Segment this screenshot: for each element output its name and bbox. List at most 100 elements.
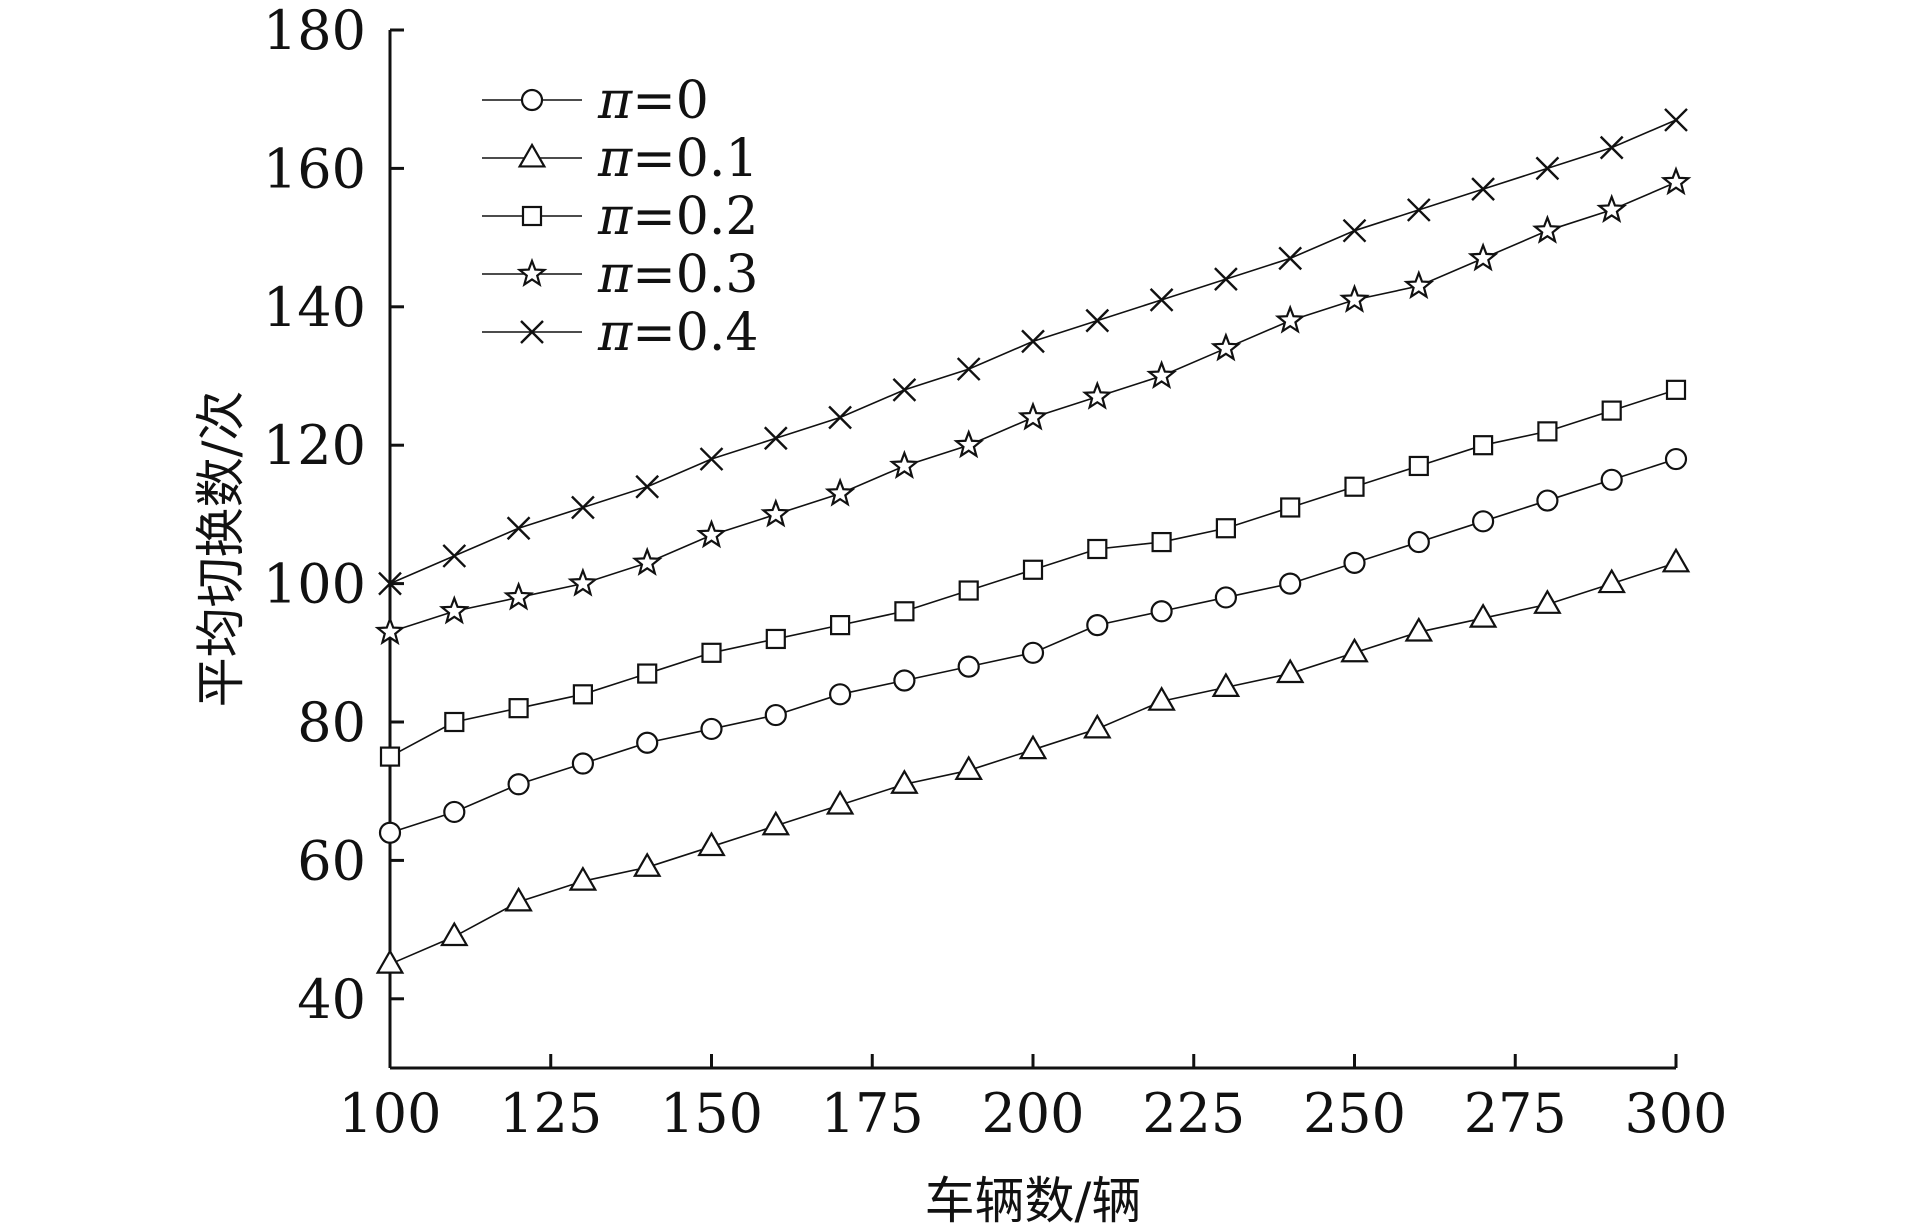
data-point: [1599, 135, 1624, 160]
data-point: [1535, 156, 1560, 181]
data-point: [1467, 242, 1499, 272]
data-point: [571, 495, 595, 520]
data-point: [760, 498, 792, 528]
legend-item: π=0: [482, 71, 709, 131]
data-point: [632, 852, 662, 877]
data-point: [1661, 547, 1691, 573]
legend-marker: [520, 88, 544, 112]
data-point: [568, 865, 598, 891]
data-point: [1660, 166, 1692, 196]
data-point: [764, 703, 787, 727]
data-point: [953, 429, 985, 459]
y-axis-ticks: 40 60 80 100 120 140 160 180: [263, 0, 404, 1031]
legend-item: π=0.3: [482, 245, 758, 305]
series-layer: [374, 108, 1692, 974]
y-tick-label: 160: [263, 137, 366, 200]
legend-label: π=0: [597, 71, 709, 131]
data-point: [378, 571, 402, 596]
data-point: [374, 615, 406, 646]
data-point: [1214, 267, 1238, 291]
data-point: [1280, 497, 1301, 518]
data-point: [825, 789, 855, 815]
data-point: [508, 698, 529, 719]
x-tick-label: 250: [1303, 1082, 1406, 1145]
data-point: [763, 426, 788, 451]
series-star: [374, 166, 1692, 646]
data-point: [1211, 672, 1241, 697]
legend-marker: [521, 205, 543, 227]
data-point: [571, 752, 595, 775]
data-point: [1021, 641, 1045, 664]
data-point: [438, 595, 470, 625]
data-point: [567, 567, 599, 597]
data-point: [1150, 600, 1173, 623]
data-point: [1536, 489, 1559, 512]
data-point: [1087, 538, 1108, 560]
data-point: [1339, 283, 1370, 313]
data-point: [1274, 304, 1306, 334]
data-point: [765, 628, 786, 650]
x-axis-ticks: 100 125 150 175 200 225 250 275 300: [338, 1054, 1728, 1145]
data-point: [696, 519, 727, 549]
data-point: [635, 474, 660, 499]
data-point: [1537, 421, 1558, 442]
data-point: [1210, 332, 1242, 362]
data-point: [1600, 468, 1623, 491]
data-point: [889, 449, 920, 479]
legend-value: =0.1: [632, 129, 758, 189]
legend-symbol: π: [597, 71, 633, 131]
data-point: [957, 655, 980, 678]
data-point: [1214, 586, 1238, 609]
data-point: [894, 601, 915, 622]
data-point: [1085, 308, 1110, 333]
legend: π=0π=0.1π=0.2π=0.3π=0.4: [482, 71, 758, 363]
data-point: [1343, 551, 1366, 574]
legend-item: π=0.2: [482, 187, 758, 247]
y-tick-label: 140: [263, 276, 366, 339]
legend-symbol: π: [597, 187, 633, 247]
data-point: [1404, 616, 1434, 642]
data-point: [375, 948, 405, 974]
data-point: [1146, 359, 1177, 390]
legend-item: π=0.1: [482, 129, 758, 189]
legend-value: =0.4: [632, 303, 758, 363]
legend-symbol: π: [597, 245, 633, 305]
data-point: [504, 886, 533, 912]
x-tick-label: 275: [1464, 1082, 1567, 1145]
x-tick-label: 200: [981, 1082, 1084, 1145]
data-point: [892, 377, 917, 402]
data-point: [1149, 288, 1174, 312]
series-triangle: [375, 547, 1691, 974]
x-tick-label: 300: [1624, 1082, 1727, 1145]
data-point: [1017, 401, 1049, 431]
data-point: [1342, 218, 1367, 243]
legend-label: π=0.2: [597, 187, 758, 247]
data-point: [1408, 455, 1429, 477]
series-square: [379, 379, 1687, 767]
data-point: [1665, 379, 1687, 400]
data-point: [1664, 108, 1688, 132]
x-tick-label: 100: [338, 1082, 441, 1145]
data-point: [1471, 510, 1495, 533]
data-point: [956, 357, 981, 381]
legend-symbol: π: [597, 303, 633, 363]
data-point: [958, 580, 979, 601]
legend-marker: [516, 257, 548, 288]
data-point: [503, 581, 534, 611]
data-point: [507, 773, 530, 796]
data-point: [1471, 177, 1495, 202]
y-tick-label: 100: [263, 553, 366, 616]
data-point: [1340, 637, 1369, 663]
data-point: [1086, 614, 1109, 637]
x-axis-label: 车辆数/辆: [925, 1172, 1142, 1228]
data-point: [444, 711, 465, 733]
legend-label: π=0.3: [597, 245, 758, 305]
legend-label: π=0.1: [597, 129, 758, 189]
data-point: [1468, 602, 1498, 628]
data-point: [828, 405, 852, 430]
data-point: [443, 800, 466, 824]
data-point: [440, 921, 469, 947]
data-point: [1083, 713, 1112, 739]
